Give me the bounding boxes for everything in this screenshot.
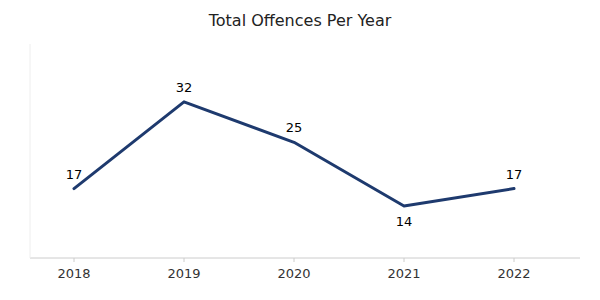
line bbox=[74, 102, 514, 206]
data-label: 17 bbox=[506, 167, 523, 182]
x-tick-label: 2022 bbox=[497, 266, 530, 281]
x-tick bbox=[404, 258, 405, 262]
data-label: 17 bbox=[66, 167, 83, 182]
x-tick bbox=[514, 258, 515, 262]
data-label: 14 bbox=[396, 214, 413, 229]
y-axis-line bbox=[30, 44, 31, 258]
x-tick bbox=[184, 258, 185, 262]
x-tick-label: 2021 bbox=[387, 266, 420, 281]
plot-area bbox=[74, 102, 514, 206]
x-axis-line bbox=[30, 258, 580, 259]
data-label: 32 bbox=[176, 80, 193, 95]
x-tick-label: 2019 bbox=[167, 266, 200, 281]
x-tick bbox=[294, 258, 295, 262]
x-tick-label: 2018 bbox=[57, 266, 90, 281]
title: Total Offences Per Year bbox=[208, 11, 392, 30]
x-tick-label: 2020 bbox=[277, 266, 310, 281]
chart: Total Offences Per Year 2018 2019 2020 2021 2… bbox=[0, 0, 600, 300]
x-tick bbox=[74, 258, 75, 262]
data-label: 25 bbox=[286, 120, 303, 135]
